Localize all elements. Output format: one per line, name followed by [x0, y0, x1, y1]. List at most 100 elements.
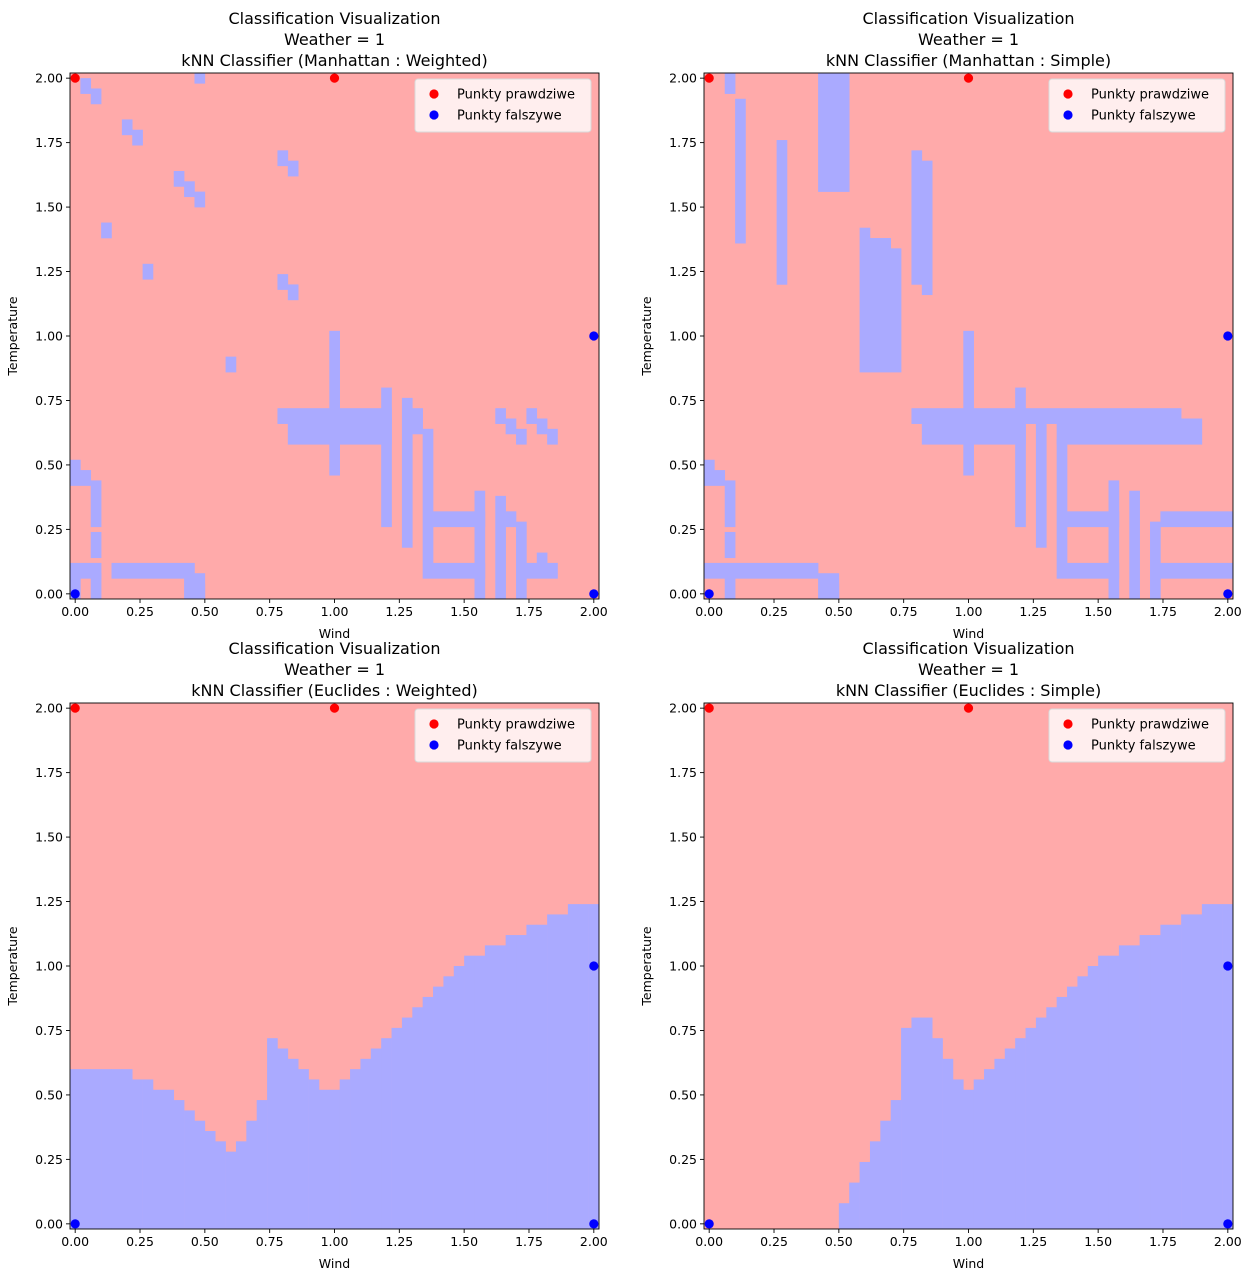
x-tick-label: 1.75 — [515, 604, 543, 619]
x-tick-label: 1.50 — [1084, 604, 1112, 619]
y-tick-label: 0.75 — [669, 1023, 697, 1038]
scatter-points — [704, 703, 1233, 1229]
x-tick-label: 1.25 — [1019, 1234, 1047, 1249]
point-false — [70, 589, 80, 599]
region-false-column — [869, 1141, 881, 1229]
region-false-cell — [1056, 439, 1068, 579]
title-line-1: Classification Visualization — [862, 9, 1074, 28]
x-tick-label: 1.25 — [385, 604, 413, 619]
region-false-column — [1118, 945, 1130, 1229]
region-false-column — [308, 1079, 320, 1229]
region-false-column — [246, 1120, 258, 1229]
region-false-column — [1201, 904, 1213, 1229]
region-false-cell — [869, 238, 892, 373]
point-false — [589, 1219, 599, 1229]
legend-marker-true — [429, 89, 439, 99]
region-false-column — [412, 1007, 423, 1229]
region-false-column — [329, 1089, 340, 1229]
x-tick-label: 0.25 — [760, 604, 788, 619]
region-false-cell — [142, 263, 154, 280]
region-false-cell — [1160, 562, 1233, 579]
region-false-cell — [277, 274, 289, 290]
region-false-column — [1212, 904, 1223, 1229]
legend-entry-label: Punkty prawdziwe — [1091, 718, 1209, 733]
region-false-cell — [724, 573, 736, 599]
point-true — [963, 703, 974, 713]
region-false-cell — [921, 160, 933, 296]
y-tick-label: 0.25 — [35, 1152, 63, 1167]
y-tick-label: 1.25 — [669, 894, 697, 909]
region-false-cell — [963, 439, 974, 476]
region-false-column — [204, 1131, 216, 1229]
y-tick-label: 0.50 — [669, 1087, 697, 1102]
region-false-column — [1222, 904, 1233, 1229]
region-false-cell — [90, 531, 102, 559]
region-false-column — [391, 1027, 403, 1229]
title-line-2: Weather = 1 — [284, 660, 385, 679]
region-false-cell — [1035, 418, 1047, 548]
region-false-cell — [70, 459, 81, 476]
point-false — [70, 1219, 80, 1229]
y-tick-label: 1.00 — [669, 959, 697, 974]
x-tick-label: 1.25 — [385, 1234, 413, 1249]
x-tick-label: 2.00 — [580, 604, 608, 619]
x-tick-label: 1.75 — [1149, 604, 1177, 619]
y-tick-label: 1.75 — [35, 135, 63, 150]
y-tick-label: 0.75 — [669, 393, 697, 408]
x-axis-label: Wind — [953, 1256, 984, 1271]
x-tick-label: 0.50 — [825, 1234, 853, 1249]
subplot-3: 0.00 0.25 0.50 0.75 1.00 1.25 1.50 1.75 2.00 0.00… — [5, 639, 608, 1271]
decision-regions — [70, 904, 599, 1229]
region-false-cell — [776, 140, 788, 285]
legend-marker-false — [1063, 110, 1073, 120]
x-tick-label: 0.25 — [760, 1234, 788, 1249]
region-false-cell — [547, 428, 558, 445]
region-false-cell — [194, 583, 206, 599]
region-false-cell — [287, 284, 299, 301]
region-false-column — [1004, 1048, 1016, 1229]
x-tick-label: 2.00 — [1214, 1234, 1242, 1249]
legend-entry-label: Punkty prawdziwe — [457, 718, 575, 733]
region-false-cell — [225, 356, 237, 373]
region-false-column — [536, 924, 548, 1229]
region-false-cell — [101, 222, 112, 239]
x-tick-label: 0.25 — [126, 604, 154, 619]
region-false-cell — [90, 480, 102, 528]
x-tick-label: 1.50 — [1084, 1234, 1112, 1249]
region-false-column — [111, 1069, 123, 1229]
x-tick-label: 1.00 — [955, 1234, 983, 1249]
region-false-column — [942, 1058, 954, 1229]
region-false-column — [339, 1079, 351, 1229]
y-tick-label: 1.50 — [35, 830, 63, 845]
region-false-cell — [1129, 490, 1140, 599]
title-line-2: Weather = 1 — [918, 660, 1019, 679]
legend: Punkty prawdziwe Punkty falszywe — [1048, 78, 1226, 133]
legend: Punkty prawdziwe Punkty falszywe — [1048, 708, 1226, 763]
region-false-cell — [121, 119, 133, 136]
x-tick-label: 1.25 — [1019, 604, 1047, 619]
y-tick-label: 2.00 — [669, 701, 697, 716]
region-false-column — [921, 1017, 933, 1229]
x-tick-label: 1.00 — [955, 604, 983, 619]
region-false-column — [1108, 955, 1120, 1229]
region-false-column — [1129, 945, 1140, 1229]
region-false-column — [901, 1027, 912, 1229]
point-false — [589, 589, 599, 599]
point-true — [704, 73, 714, 83]
y-tick-label: 0.50 — [669, 457, 697, 472]
scatter-points — [704, 73, 1233, 599]
legend-marker-true — [1063, 89, 1073, 99]
region-false-column — [578, 904, 589, 1229]
region-false-cell — [828, 583, 840, 599]
region-false-column — [495, 945, 506, 1229]
region-false-column — [298, 1069, 309, 1229]
region-false-column — [381, 1038, 392, 1229]
x-tick-label: 0.75 — [890, 1234, 918, 1249]
region-false-column — [422, 996, 434, 1229]
region-false-column — [1025, 1027, 1037, 1229]
scatter-points — [70, 703, 599, 1229]
y-tick-label: 0.00 — [669, 586, 697, 601]
x-tick-label: 0.00 — [695, 1234, 723, 1249]
region-false-column — [1098, 955, 1109, 1229]
y-tick-label: 0.50 — [35, 457, 63, 472]
